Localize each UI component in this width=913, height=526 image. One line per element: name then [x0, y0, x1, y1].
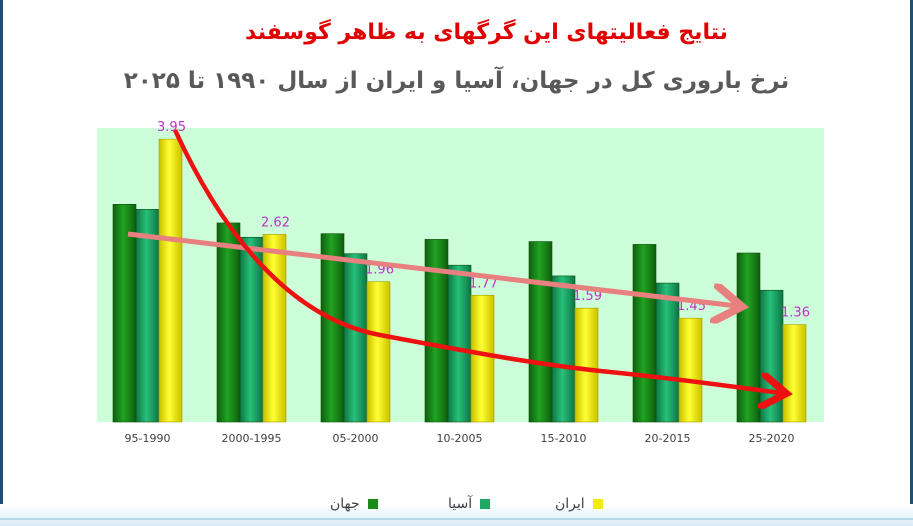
bar-world-6 [736, 252, 761, 423]
slide-title: نتایج فعالیتهای این گرگهای به ظاهر گوسفن… [245, 20, 728, 45]
bar-iran-6 [782, 324, 807, 423]
bar-asia-5 [655, 282, 680, 423]
bar-asia-4 [551, 275, 576, 423]
data-label-iran-6: 1.36 [781, 306, 810, 321]
bar-asia-0 [135, 209, 160, 423]
bar-iran-2 [366, 281, 391, 423]
data-label-iran-0: 3.95 [157, 120, 186, 135]
world-trend-arrow [127, 231, 737, 306]
bar-iran-3 [470, 294, 495, 423]
legend-world-label: جهان [330, 496, 360, 512]
x-tick-label-3: 10-2005 [437, 432, 483, 445]
legend-iran-swatch [592, 499, 603, 509]
x-tick-label-5: 20-2015 [645, 432, 691, 445]
bar-asia-3 [447, 264, 472, 423]
data-label-iran-3: 1.77 [469, 276, 498, 291]
data-label-iran-1: 2.62 [261, 215, 290, 230]
x-tick-label-6: 25-2020 [749, 432, 795, 445]
bar-asia-2 [343, 253, 368, 423]
bar-world-1 [216, 222, 241, 423]
legend-asia: آسیا [448, 494, 491, 514]
bar-iran-1 [262, 234, 287, 423]
bar-world-4 [528, 241, 553, 423]
bar-world-5 [632, 244, 657, 423]
chart-subtitle: نرخ باروری کل در جهان، آسیا و ایران از س… [123, 68, 790, 94]
data-label-iran-4: 1.59 [573, 289, 602, 304]
x-tick-label-1: 2000-1995 [222, 432, 282, 445]
slide-frame-right [910, 0, 913, 526]
bar-iran-4 [574, 307, 599, 423]
x-tick-label-0: 95-1990 [125, 432, 171, 445]
bar-iran-5 [678, 317, 703, 423]
bar-world-3 [424, 239, 449, 423]
x-tick-label-4: 15-2010 [541, 432, 587, 445]
slide-frame-left [0, 0, 3, 526]
legend-world-swatch [367, 499, 378, 509]
bar-world-2 [320, 233, 345, 423]
iran-decline-curve-arrow [172, 129, 782, 393]
legend-asia-label: آسیا [448, 496, 473, 512]
bar-iran-0 [158, 138, 183, 423]
legend-world: جهان [330, 494, 378, 514]
legend-iran: ایران [555, 494, 603, 514]
legend-iran-label: ایران [555, 496, 585, 512]
slide-bottom-band [0, 504, 913, 526]
x-tick-label-2: 05-2000 [333, 432, 379, 445]
bar-asia-6 [759, 289, 784, 423]
legend-asia-swatch [480, 499, 491, 509]
